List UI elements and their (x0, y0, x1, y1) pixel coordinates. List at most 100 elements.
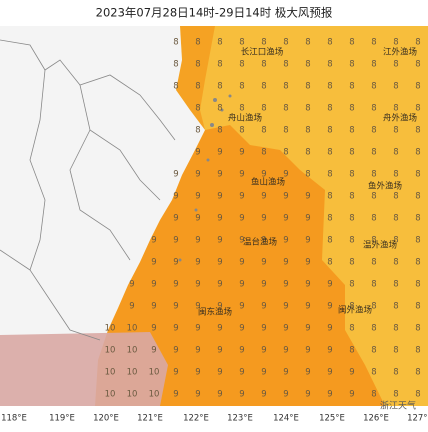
wind-level: 10 (127, 368, 138, 378)
wind-level: 8 (371, 280, 376, 290)
wind-level: 9 (217, 258, 222, 268)
wind-level: 8 (327, 104, 332, 114)
wind-level: 9 (195, 148, 200, 158)
wind-level: 9 (195, 170, 200, 180)
fishing-ground: 江外渔场 (383, 47, 417, 58)
wind-level: 9 (173, 368, 178, 378)
islands (178, 94, 232, 262)
wind-level: 8 (173, 60, 178, 70)
wind-level: 8 (393, 148, 398, 158)
wind-level: 8 (393, 170, 398, 180)
wind-level: 9 (239, 214, 244, 224)
wind-level: 9 (305, 258, 310, 268)
wind-level: 8 (393, 60, 398, 70)
wind-level: 8 (349, 82, 354, 92)
fishing-ground: 鱼山渔场 (251, 177, 285, 188)
fishing-ground: 闽东渔场 (198, 307, 232, 318)
wind-level: 9 (305, 302, 310, 312)
wind-level: 8 (217, 60, 222, 70)
wind-level: 9 (327, 280, 332, 290)
wind-level: 9 (283, 390, 288, 400)
wind-level: 9 (239, 192, 244, 202)
wind-level: 9 (151, 236, 156, 246)
wind-level: 8 (261, 60, 266, 70)
wind-level: 9 (173, 192, 178, 202)
wind-level: 8 (327, 82, 332, 92)
wind-level: 9 (261, 258, 266, 268)
wind-level: 8 (261, 104, 266, 114)
wind-level: 8 (349, 280, 354, 290)
wind-level: 8 (415, 170, 420, 180)
wind-level: 8 (371, 346, 376, 356)
longitude-label: 125°E (319, 414, 345, 424)
wind-level: 9 (217, 390, 222, 400)
wind-level: 8 (371, 82, 376, 92)
wind-level: 9 (195, 214, 200, 224)
wind-level: 8 (371, 170, 376, 180)
wind-level: 8 (393, 302, 398, 312)
wind-level: 9 (283, 192, 288, 202)
wind-level: 9 (305, 368, 310, 378)
fishing-ground: 闽外渔场 (338, 305, 372, 316)
wind-level: 9 (239, 390, 244, 400)
longitude-label: 126°E (363, 414, 389, 424)
wind-level: 8 (371, 368, 376, 378)
wind-level: 8 (349, 170, 354, 180)
wind-level: 9 (151, 280, 156, 290)
wind-level: 8 (393, 236, 398, 246)
wind-level: 9 (217, 280, 222, 290)
wind-level: 8 (305, 60, 310, 70)
wind-level: 9 (195, 368, 200, 378)
wind-level: 9 (261, 390, 266, 400)
wind-level: 9 (283, 236, 288, 246)
wind-level: 9 (129, 302, 134, 312)
wind-level: 10 (127, 390, 138, 400)
wind-level: 9 (195, 302, 200, 312)
wind-level: 8 (239, 126, 244, 136)
wind-level: 9 (151, 302, 156, 312)
wind-level: 9 (217, 236, 222, 246)
wind-level: 8 (217, 38, 222, 48)
wind-level: 8 (283, 104, 288, 114)
wind-level: 8 (371, 324, 376, 334)
longitude-label: 123°E (227, 414, 253, 424)
wind-level: 8 (217, 104, 222, 114)
wind-level: 8 (349, 258, 354, 268)
wind-level: 8 (371, 126, 376, 136)
wind-level: 9 (239, 236, 244, 246)
fishing-ground: 温外渔场 (363, 240, 397, 251)
wind-level: 8 (327, 170, 332, 180)
longitude-label: 120°E (93, 414, 119, 424)
wind-level: 9 (261, 214, 266, 224)
wind-level: 9 (283, 280, 288, 290)
level-10-zone (0, 332, 168, 406)
wind-level: 9 (239, 346, 244, 356)
wind-level: 8 (371, 390, 376, 400)
wind-level: 8 (349, 148, 354, 158)
wind-level: 8 (349, 126, 354, 136)
wind-level: 8 (393, 390, 398, 400)
wind-level: 8 (305, 38, 310, 48)
wind-level: 9 (283, 170, 288, 180)
fishing-ground: 温台渔场 (243, 237, 277, 248)
wind-level: 8 (239, 82, 244, 92)
wind-level: 8 (283, 82, 288, 92)
wind-level: 8 (349, 214, 354, 224)
wind-level: 8 (305, 148, 310, 158)
wind-level: 8 (371, 236, 376, 246)
wind-level: 9 (261, 324, 266, 334)
wind-level: 9 (217, 170, 222, 180)
wind-level: 9 (151, 324, 156, 334)
wind-level: 9 (217, 214, 222, 224)
wind-level: 8 (415, 368, 420, 378)
wind-level: 9 (261, 170, 266, 180)
land (0, 26, 205, 406)
wind-level: 8 (415, 38, 420, 48)
wind-level: 8 (415, 280, 420, 290)
wind-level: 8 (393, 82, 398, 92)
fishing-ground: 舟山渔场 (228, 113, 262, 124)
wind-level: 8 (371, 38, 376, 48)
province-border (0, 249, 31, 271)
wind-level: 9 (327, 302, 332, 312)
wind-level: 8 (371, 104, 376, 114)
